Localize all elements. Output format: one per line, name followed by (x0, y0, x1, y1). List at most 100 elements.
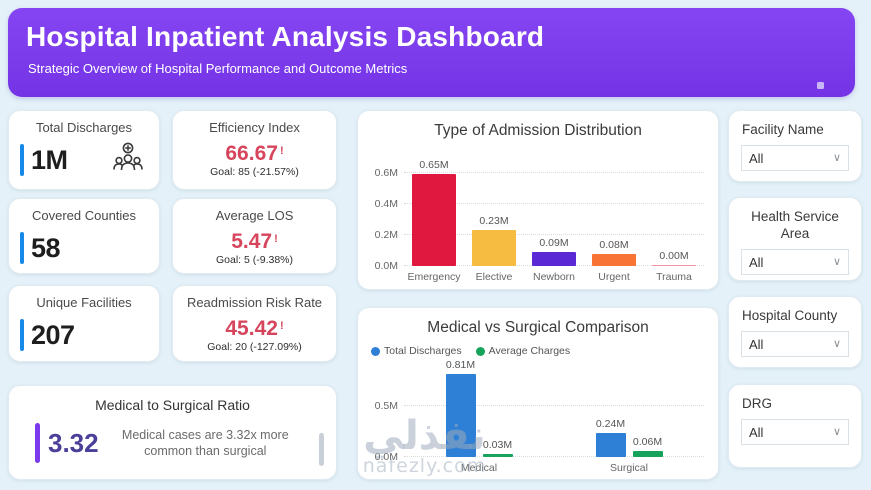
scrollbar-thumb[interactable] (319, 433, 324, 466)
kpi-title: Readmission Risk Rate (186, 295, 323, 310)
kpi-title: Average LOS (215, 208, 294, 223)
legend-label: Average Charges (488, 345, 571, 357)
x-axis-label: Newborn (532, 271, 576, 283)
kpi-card-unique-facilities: Unique Facilities 207 (8, 285, 160, 362)
accent-bar (35, 423, 40, 463)
bar-surgical-total-discharges[interactable] (595, 432, 626, 457)
x-axis-label: Medical (460, 462, 498, 474)
patients-group-icon (108, 141, 146, 180)
bar-value-label: 0.23M (479, 215, 509, 228)
bar-column: 0.81M (445, 359, 476, 457)
admission-chart-plot-area: 0.65M 0.23M 0.09M 0.08M 0.00M (404, 159, 704, 266)
kpi-card-average-los: Average LOS 5.47! Goal: 5 (-9.38%) (172, 198, 337, 274)
hospital-county-dropdown[interactable]: All ∨ (741, 331, 849, 357)
y-tick-label: 0.2M (374, 229, 398, 241)
bars-row: 0.65M 0.23M 0.09M 0.08M 0.00M (404, 159, 704, 266)
facility-name-dropdown[interactable]: All ∨ (741, 145, 849, 171)
accent-bar (20, 232, 24, 264)
bar-column: 0.03M (482, 439, 513, 457)
y-tick-label: 0.0M (374, 260, 398, 272)
bar-value-label: 0.06M (632, 435, 663, 448)
kpi-title: Efficiency Index (209, 120, 300, 135)
bar-value-label: 0.09M (539, 237, 569, 250)
chart-title: Type of Admission Distribution (434, 122, 642, 139)
kpi-title: Covered Counties (31, 208, 137, 223)
gridline (404, 172, 704, 173)
bar-value-label: 0.00M (659, 249, 689, 262)
gridline (404, 203, 704, 204)
accent-bar (20, 319, 24, 351)
bar-medical-average-charges[interactable] (482, 453, 513, 457)
chevron-down-icon: ∨ (832, 425, 841, 438)
kpi-goal-text: Goal: 20 (-127.09%) (207, 341, 302, 353)
kpi-value: 207 (31, 319, 75, 350)
bar-value-label: 0.81M (445, 359, 476, 372)
filter-label: DRG (742, 396, 772, 411)
page-title: Hospital Inpatient Analysis Dashboard (26, 21, 545, 52)
chart-title: Medical vs Surgical Comparison (427, 319, 649, 336)
filter-label: Health Service Area (751, 209, 839, 241)
legend-item-total-discharges[interactable]: Total Discharges (371, 345, 462, 357)
drg-dropdown[interactable]: All ∨ (741, 419, 849, 445)
bar-column: 0.24M (595, 417, 626, 457)
bar-group-surgical: 0.24M 0.06M (554, 370, 704, 457)
alert-icon: ! (274, 233, 278, 245)
bar-value-label: 0.24M (595, 417, 626, 430)
alert-icon: ! (279, 145, 284, 157)
y-tick-label: 0.5M (374, 400, 398, 412)
chart-legend: Total Discharges Average Charges (371, 345, 570, 357)
y-tick-label: 0.0M (374, 451, 398, 463)
bar-surgical-average-charges[interactable] (632, 450, 663, 457)
bar-slot-newborn: 0.09M (524, 159, 584, 266)
bars-row: 0.81M 0.03M 0.24M 0.06M (404, 359, 704, 457)
admission-chart-x-axis: Emergency Elective Newborn Urgent Trauma (404, 271, 704, 283)
kpi-goal-value: 45.42! (225, 317, 284, 340)
x-axis-label: Elective (475, 271, 513, 283)
chevron-down-icon: ∨ (832, 255, 841, 268)
filter-card-drg: DRG All ∨ (728, 384, 862, 468)
bar-medical-total-discharges[interactable] (445, 374, 476, 457)
filter-card-health-service-area: Health Service Area All ∨ (728, 197, 862, 281)
filter-label: Facility Name (742, 122, 824, 137)
health-service-area-dropdown[interactable]: All ∨ (741, 249, 849, 275)
admission-distribution-chart-card: Type of Admission Distribution 0.65M 0.23… (357, 110, 719, 290)
bar-column: 0.06M (632, 435, 663, 457)
ratio-value: 3.32 (48, 427, 99, 458)
bar-slot-elective: 0.23M (464, 159, 524, 266)
bar-emergency[interactable] (412, 174, 456, 266)
kpi-card-covered-counties: Covered Counties 58 (8, 198, 160, 274)
dropdown-value: All (749, 150, 764, 166)
kpi-value: 58 (31, 232, 61, 263)
filter-label: Hospital County (742, 308, 838, 323)
bar-trauma[interactable] (652, 264, 696, 266)
bar-elective[interactable] (472, 230, 516, 266)
dropdown-value: All (749, 336, 764, 352)
kpi-card-efficiency-index: Efficiency Index 66.67! Goal: 85 (-21.57… (172, 110, 337, 190)
kpi-title: Total Discharges (35, 120, 133, 135)
bar-urgent[interactable] (592, 253, 636, 266)
gridline (404, 405, 704, 406)
gridline (404, 456, 704, 457)
dropdown-value: All (749, 254, 764, 270)
bar-group-medical: 0.81M 0.03M (404, 359, 554, 457)
legend-dot-icon (371, 346, 380, 356)
alert-icon: ! (279, 320, 284, 332)
legend-label: Total Discharges (384, 345, 462, 357)
medical-vs-surgical-chart-card: Medical vs Surgical Comparison Total Dis… (357, 307, 719, 480)
chevron-down-icon: ∨ (832, 337, 841, 350)
ratio-description: Medical cases are 3.32x more common than… (121, 428, 289, 458)
accent-bar (20, 144, 24, 176)
chevron-down-icon: ∨ (832, 151, 841, 164)
page-subtitle: Strategic Overview of Hospital Performan… (28, 61, 408, 76)
bar-value-label: 0.08M (599, 238, 629, 251)
bar-value-label: 0.65M (419, 159, 449, 171)
dashboard-header: Hospital Inpatient Analysis Dashboard St… (8, 8, 855, 97)
comparison-chart-x-axis: Medical Surgical (404, 462, 704, 474)
kpi-goal-value: 66.67! (225, 142, 284, 165)
legend-dot-icon (475, 346, 485, 356)
legend-item-average-charges[interactable]: Average Charges (475, 345, 571, 357)
bar-newborn[interactable] (532, 252, 576, 266)
filter-card-hospital-county: Hospital County All ∨ (728, 296, 862, 368)
header-corner-dot (817, 82, 824, 89)
